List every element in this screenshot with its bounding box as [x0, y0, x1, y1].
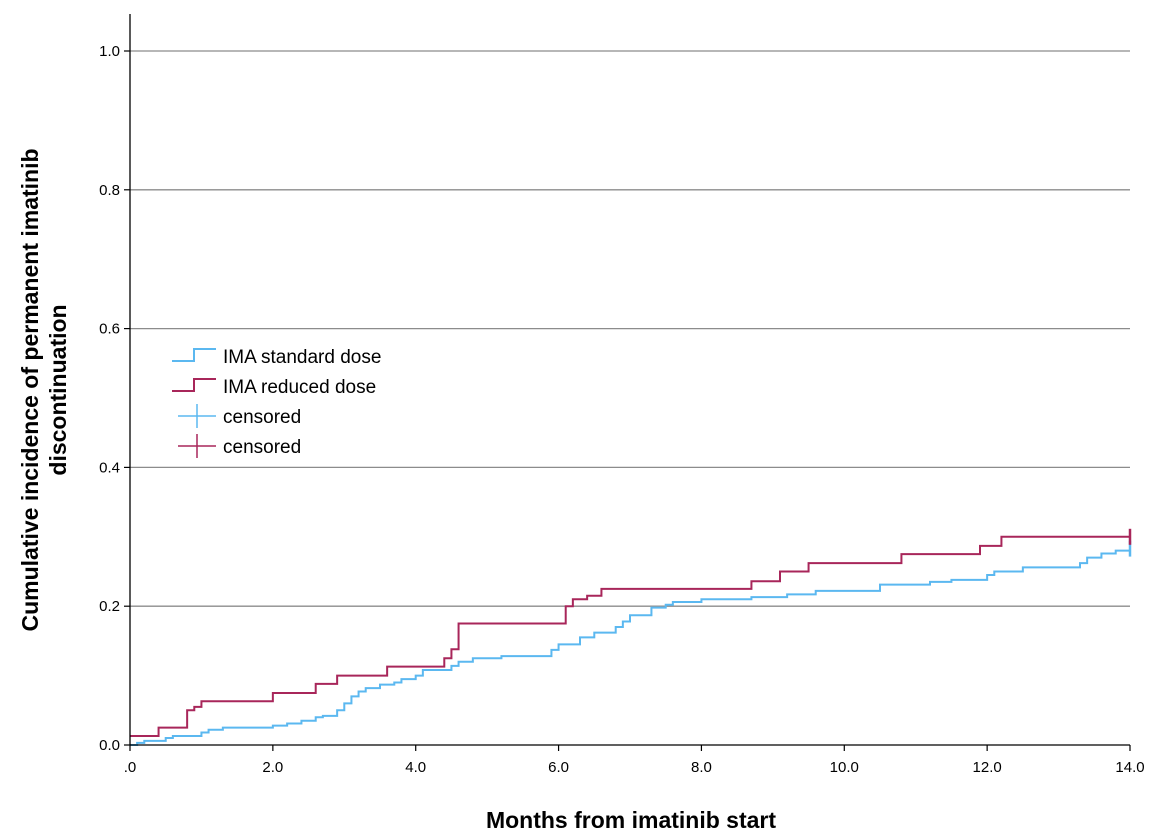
series-line-reduced-dose: [130, 535, 1130, 737]
x-tick-label: 4.0: [405, 759, 426, 776]
y-tick-label: 1.0: [99, 43, 120, 60]
y-tick-label: 0.0: [99, 737, 120, 754]
y-tick-label: 0.4: [99, 459, 120, 476]
axes: 0.0 0.2 0.4 0.6 0.8 1.0 .0 2.0 4.0 6.0 8.0 10.0 12.0…: [99, 14, 1145, 776]
x-tick-label: 14.0: [1115, 759, 1144, 776]
x-tick-label: 8.0: [691, 759, 712, 776]
grid-lines: [130, 50, 1130, 607]
legend-swatch-standard-dose: [172, 348, 216, 362]
legend-label: censored: [223, 407, 301, 428]
legend: IMA standard dose IMA reduced dose censore…: [172, 347, 381, 458]
x-tick-label: 6.0: [548, 759, 569, 776]
legend-label: IMA standard dose: [223, 347, 381, 368]
x-tick-label: 12.0: [973, 759, 1002, 776]
legend-label: censored: [223, 437, 301, 458]
y-axis-title-line1: Cumulative incidence of permanent imatin…: [17, 148, 43, 631]
x-tick-label: .0: [124, 759, 137, 776]
x-tick-label: 2.0: [262, 759, 283, 776]
x-tick-label: 10.0: [830, 759, 859, 776]
legend-label: IMA reduced dose: [223, 377, 376, 398]
plot-area: [130, 528, 1132, 746]
y-tick-label: 0.8: [99, 182, 120, 199]
y-axis-title-line2: discontinuation: [45, 304, 71, 475]
series-line-standard-dose: [130, 548, 1131, 746]
y-tick-label: 0.2: [99, 598, 120, 615]
y-tick-label: 0.6: [99, 321, 120, 338]
x-axis-title: Months from imatinib start: [486, 807, 776, 832]
legend-swatch-reduced-dose: [172, 378, 216, 392]
